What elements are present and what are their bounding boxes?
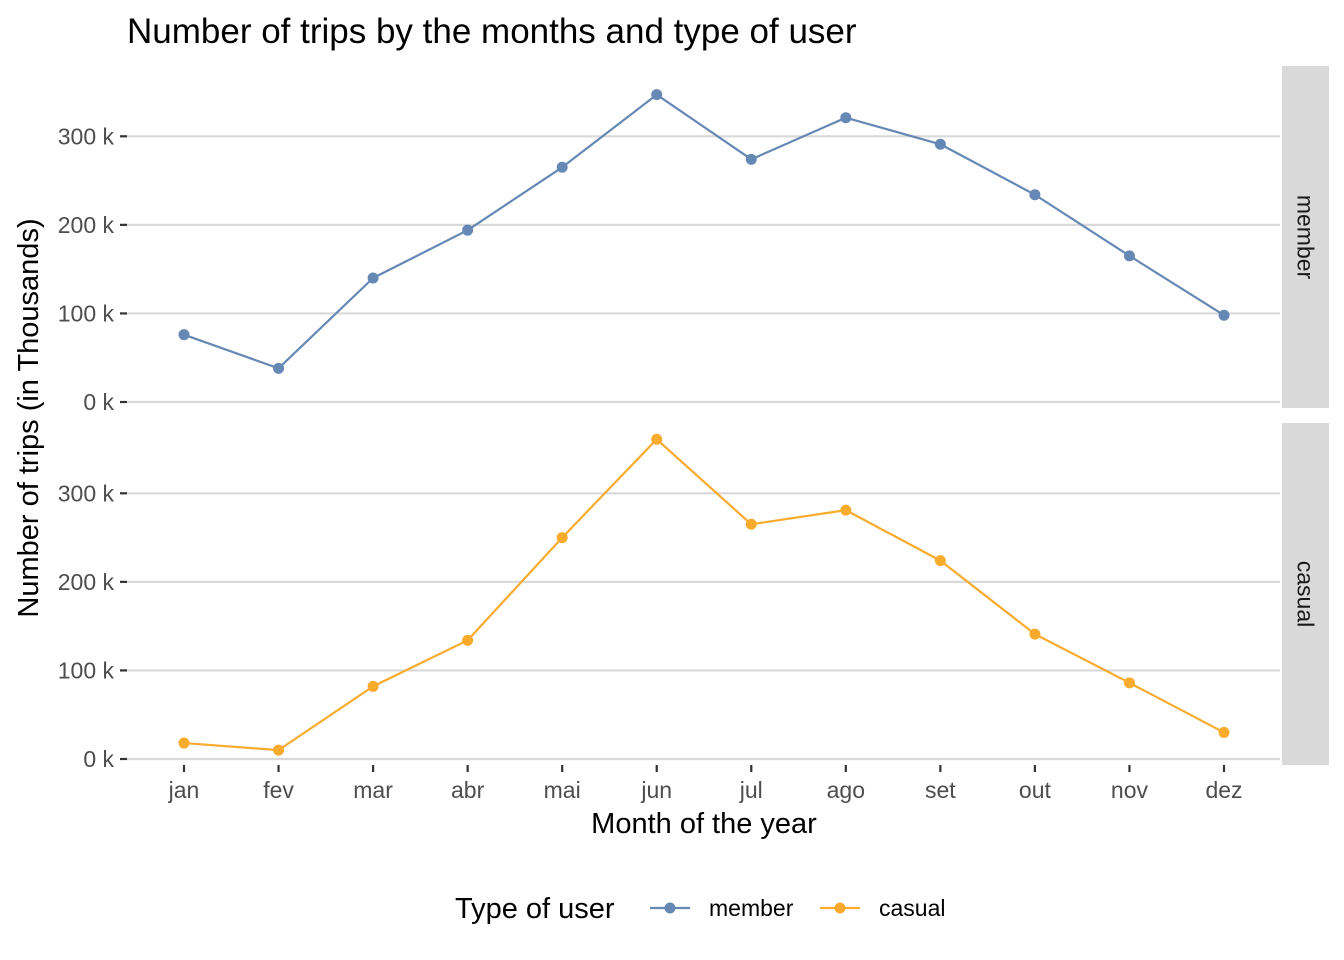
facet-strip [1282,423,1329,765]
data-point-member [840,112,852,124]
x-tick-label: set [925,777,956,803]
legend: Type of user member casual [455,893,945,925]
y-tick-label: 100 k [58,300,115,326]
x-tick-label: dez [1205,777,1242,803]
legend-label-casual: casual [879,895,945,921]
y-tick-label: 300 k [58,123,115,149]
data-point-casual [745,518,757,530]
facet-strip-label: member [1293,195,1319,280]
legend-keys: member casual [650,895,945,921]
y-tick-label: 0 k [83,389,114,415]
data-point-member [1123,250,1135,262]
data-point-casual [178,737,190,749]
data-point-casual [273,744,285,756]
data-point-casual [1218,726,1230,738]
data-point-member [1029,189,1041,201]
series-line-member [183,93,1225,370]
x-tick-label: mar [353,777,393,803]
x-tick-label: jun [640,777,672,803]
facet-strip [1282,66,1329,408]
data-point-casual [1123,677,1135,689]
data-point-member [367,272,379,284]
y-tick-label: 300 k [58,480,115,506]
data-point-member [651,89,663,101]
y-tick-label: 0 k [83,746,114,772]
data-point-member [273,362,285,374]
data-point-casual [367,680,379,692]
x-tick-label: out [1019,777,1052,803]
x-axis-title: Month of the year [591,808,817,840]
facet-panels: 0 k 100 k 200 k 300 k member 0 k 100 k 200 k 300… [58,66,1329,772]
data-point-member [178,329,190,341]
x-tick-label: jan [168,777,200,803]
data-point-member [934,138,946,150]
y-axis-title: Number of trips (in Thousands) [13,218,45,617]
data-point-member [1218,309,1230,321]
x-tick-label: fev [263,777,294,803]
x-tick-label: ago [827,777,865,803]
data-point-member [745,153,757,165]
y-tick-label: 200 k [58,212,115,238]
legend-key-point-casual [834,902,846,914]
x-tick-label: jul [739,777,763,803]
x-tick-label: mai [544,777,581,803]
y-tick-label: 100 k [58,657,115,683]
y-tick-label: 200 k [58,569,115,595]
facet-panel-member: 0 k 100 k 200 k 300 k member [58,66,1329,415]
data-point-casual [1029,628,1041,640]
x-tick-label: nov [1111,777,1149,803]
legend-key-point-member [664,902,676,914]
series-line-casual [183,438,1225,752]
data-point-casual [462,634,474,646]
legend-label-member: member [709,895,794,921]
data-point-casual [934,555,946,567]
data-point-member [462,224,474,236]
data-point-member [556,161,568,173]
legend-title: Type of user [455,893,615,925]
data-point-casual [840,504,852,516]
data-point-casual [651,433,663,445]
x-axis: jan fev mar abr mai jun jul ago set out nov dez [168,765,1243,803]
x-tick-label: abr [451,777,485,803]
facet-strip-label: casual [1293,561,1319,627]
chart-title: Number of trips by the months and type o… [127,12,857,51]
facet-panel-casual: 0 k 100 k 200 k 300 k casual [58,423,1329,772]
data-point-casual [556,532,568,544]
